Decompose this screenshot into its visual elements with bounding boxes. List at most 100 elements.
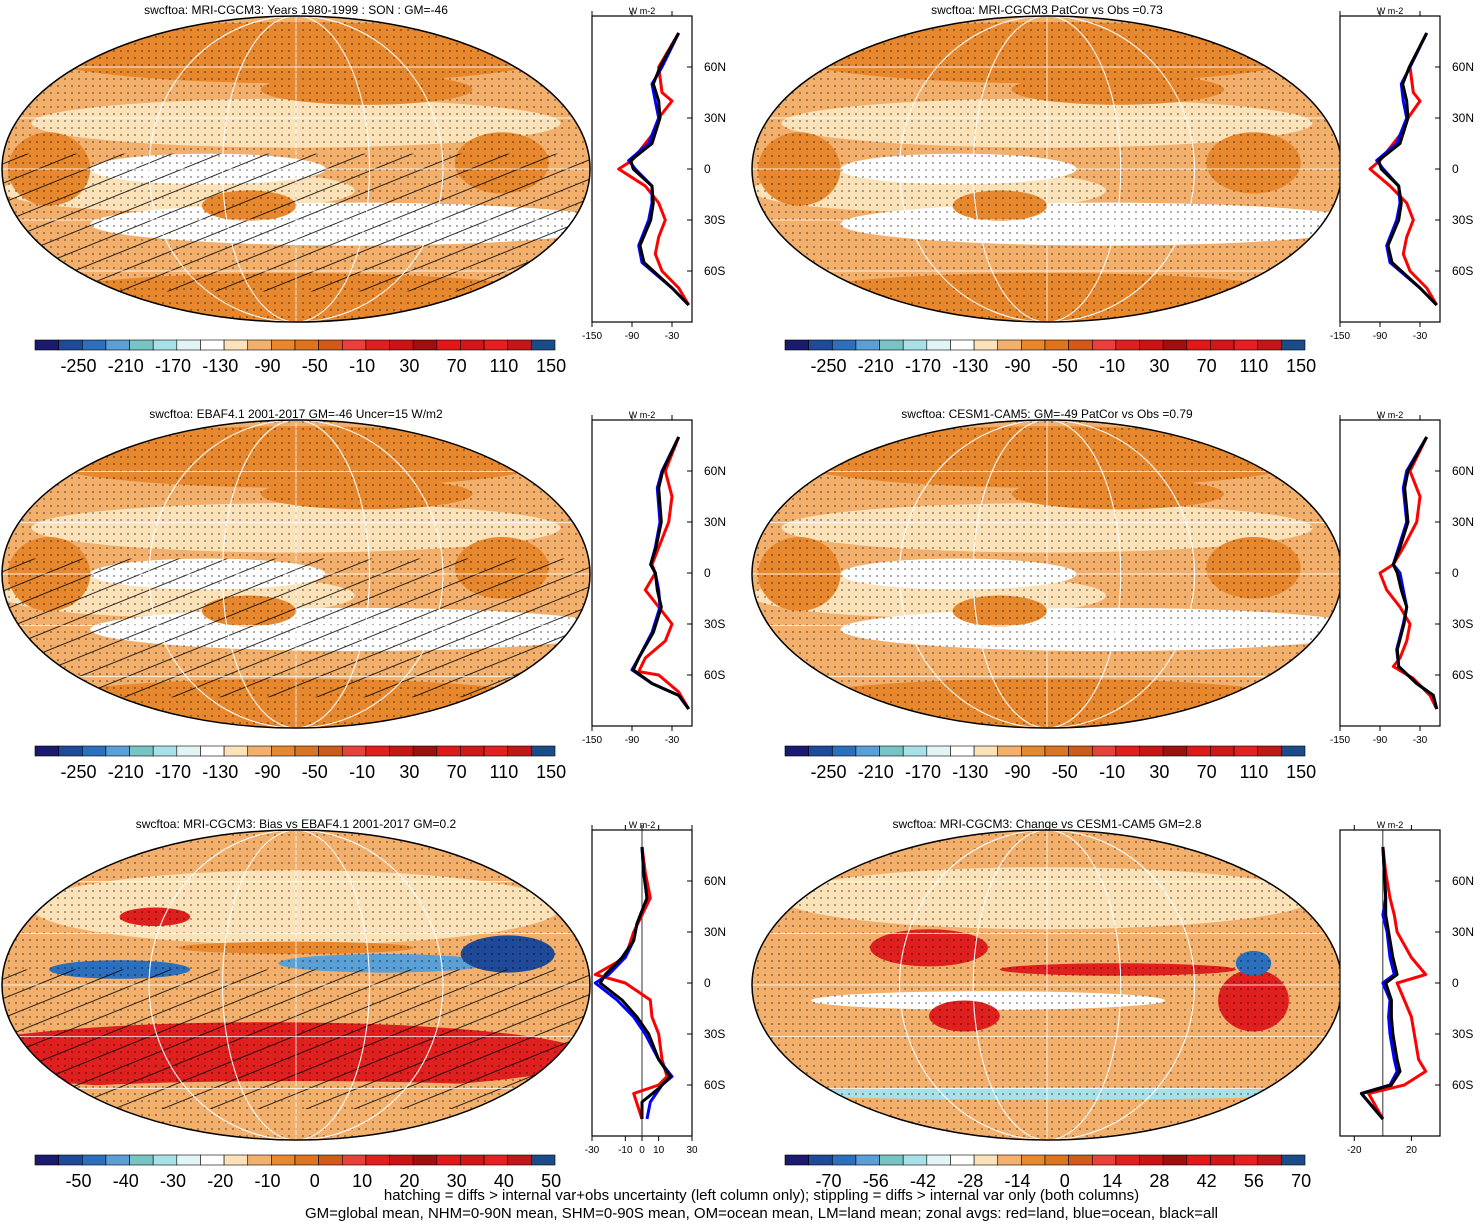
colorbar-swatch (879, 339, 904, 351)
colorbar-swatch (129, 1154, 154, 1166)
colorbar-label: 110 (490, 762, 519, 782)
colorbar-swatch (1068, 339, 1093, 351)
colorbar-label: -28 (957, 1171, 983, 1187)
zonal-frame (1339, 419, 1441, 727)
zonal-series-land (1367, 846, 1428, 1120)
zonal-frame (1339, 829, 1441, 1137)
colorbar-swatch (1139, 339, 1164, 351)
zonal-lat-label: 60N (704, 464, 726, 478)
colorbar-swatch (365, 339, 390, 351)
colorbar-swatch (460, 339, 485, 351)
panel-title: swcftoa: MRI-CGCM3: Years 1980-1999 : SO… (144, 3, 448, 17)
colorbar-swatch (223, 745, 249, 757)
colorbar: -250 -210 -170 -130 -90 -50 -10 30 70 110 150 (784, 745, 1316, 782)
zonal-lat-label: 30N (1452, 111, 1474, 125)
colorbar-swatch (1115, 1154, 1140, 1166)
colorbar-label: -170 (155, 762, 191, 782)
colorbar-label: -70 (815, 1171, 841, 1187)
colorbar-swatch (784, 745, 809, 757)
colorbar-swatch (1091, 1154, 1117, 1166)
panel-p1: swcftoa: MRI-CGCM3: Years 1980-1999 : SO… (1, 3, 726, 376)
colorbar-label: 30 (447, 1171, 467, 1187)
colorbar-swatch (1068, 745, 1093, 757)
colorbar-label: 70 (1197, 356, 1217, 376)
zonal-series-land (637, 436, 690, 710)
colorbar-swatch (365, 745, 390, 757)
colorbar-swatch (412, 339, 438, 351)
colorbar-label: -90 (1005, 356, 1031, 376)
colorbar-label: -210 (858, 356, 894, 376)
zonal-x-tick-label: -30 (1413, 735, 1428, 746)
colorbar-swatch (389, 1154, 414, 1166)
colorbar: -50 -40 -30 -20 -10 0 10 20 30 40 50 (34, 1154, 561, 1187)
colorbar-swatch (1162, 339, 1188, 351)
colorbar-swatch (341, 339, 367, 351)
zonal-x-tick-label: -90 (1373, 735, 1388, 746)
colorbar-swatch (507, 339, 532, 351)
colorbar-swatch (950, 1154, 975, 1166)
colorbar-swatch (58, 339, 83, 351)
footer-note-hatching: hatching = diffs > internal var+obs unce… (383, 1187, 1140, 1204)
colorbar: -70 -56 -42 -28 -14 0 14 28 42 56 70 (784, 1154, 1311, 1187)
colorbar-swatch (1186, 1154, 1211, 1166)
colorbar-swatch (926, 1154, 951, 1166)
zonal-lat-label: 30N (704, 111, 726, 125)
zonal-x-tick-label: -150 (1330, 331, 1350, 342)
colorbar-swatch (247, 339, 272, 351)
map-field (2, 420, 590, 728)
colorbar-swatch (81, 745, 107, 757)
colorbar-swatch (926, 745, 951, 757)
colorbar-label: -210 (108, 762, 144, 782)
map-border (1, 15, 591, 323)
panel-p6: swcftoa: MRI-CGCM3: Change vs CESM1-CAM5… (751, 817, 1474, 1187)
zonal-lat-label: 30S (1452, 1027, 1473, 1041)
zonal-series-land (593, 846, 669, 1120)
panel-p4: swcftoa: CESM1-CAM5: GM=-49 PatCor vs Ob… (751, 407, 1474, 782)
colorbar-swatch (997, 1154, 1022, 1166)
zonal-lat-label: 60N (1452, 874, 1474, 888)
colorbar-label: 150 (536, 762, 566, 782)
zonal-x-tick-label: -20 (1347, 1145, 1362, 1156)
zonal-lat-label: 60S (1452, 1078, 1473, 1092)
zonal-x-tick-label: -30 (585, 1145, 600, 1156)
panel-title: swcftoa: CESM1-CAM5: GM=-49 PatCor vs Ob… (901, 407, 1193, 421)
zonal-lat-label: 30S (704, 213, 725, 227)
colorbar-swatch (152, 339, 178, 351)
zonal-lat-label: 60N (1452, 60, 1474, 74)
colorbar-swatch (152, 745, 178, 757)
colorbar-label: -250 (60, 356, 96, 376)
colorbar-swatch (483, 745, 509, 757)
colorbar-label: -170 (905, 762, 941, 782)
colorbar-swatch (1044, 1154, 1069, 1166)
zonal-lat-label: 30S (1452, 213, 1473, 227)
colorbar-label: -130 (952, 356, 988, 376)
colorbar-swatch (1021, 339, 1046, 351)
zonal-lat-label: 60S (704, 668, 725, 682)
colorbar-swatch (200, 339, 225, 351)
zonal-lat-label: 0 (704, 162, 711, 176)
colorbar-swatch (294, 745, 319, 757)
colorbar-swatch (389, 745, 414, 757)
colorbar-swatch (1233, 745, 1259, 757)
zonal-x-tick-label: 30 (686, 1145, 698, 1156)
colorbar-label: -10 (255, 1171, 281, 1187)
colorbar: -250 -210 -170 -130 -90 -50 -10 30 70 110 150 (34, 745, 566, 782)
figure: swcftoa: MRI-CGCM3: Years 1980-1999 : SO… (1, 3, 1474, 1187)
zonal-series-all (629, 32, 690, 307)
colorbar-swatch (1257, 1154, 1282, 1166)
colorbar-label: -30 (160, 1171, 186, 1187)
colorbar-swatch (34, 1154, 59, 1166)
zonal-x-tick-label: 20 (1406, 1145, 1418, 1156)
zonal-lat-label: 0 (1452, 162, 1459, 176)
panel-p5: swcftoa: MRI-CGCM3: Bias vs EBAF4.1 2001… (1, 817, 726, 1187)
zonal-lat-label: 30S (704, 617, 725, 631)
colorbar-swatch (1139, 745, 1164, 757)
colorbar-swatch (1091, 745, 1117, 757)
colorbar-label: 42 (1197, 1171, 1217, 1187)
colorbar-swatch (389, 339, 414, 351)
colorbar-swatch (1162, 1154, 1188, 1166)
colorbar-swatch (855, 745, 880, 757)
colorbar-label: 110 (1240, 762, 1269, 782)
colorbar-label: -50 (65, 1171, 91, 1187)
zonal-units: W m-2 (1377, 820, 1404, 830)
